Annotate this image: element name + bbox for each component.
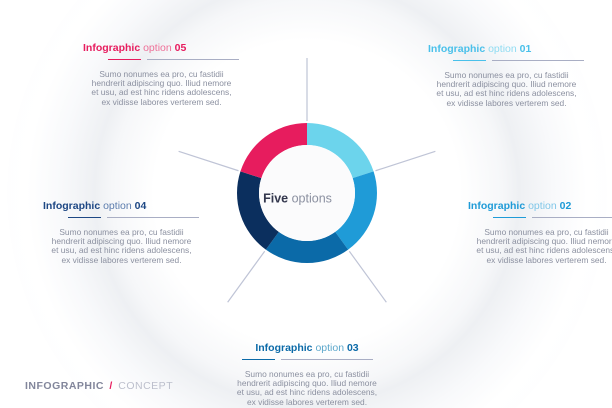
svg-text:Five options: Five options <box>263 192 332 206</box>
